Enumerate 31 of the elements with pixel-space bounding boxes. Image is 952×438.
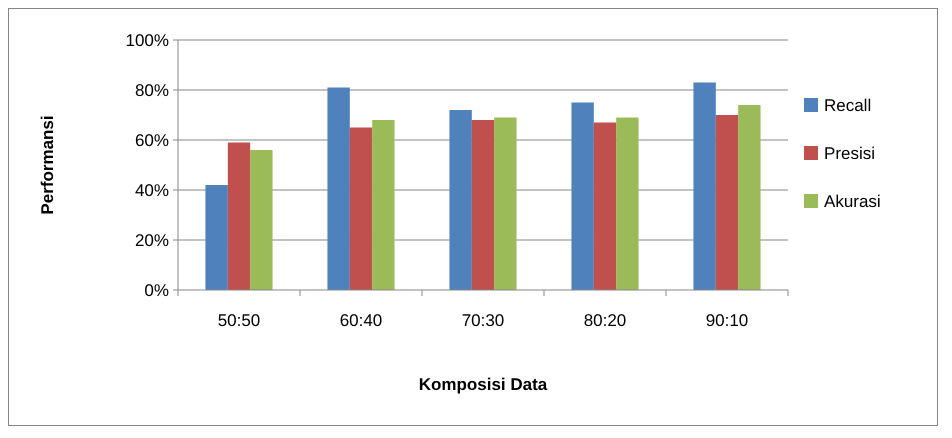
bar bbox=[693, 82, 716, 290]
bar bbox=[350, 128, 372, 290]
x-tick-label: 60:40 bbox=[340, 311, 382, 330]
x-tick-label: 80:20 bbox=[584, 311, 626, 330]
legend-label: Akurasi bbox=[824, 192, 881, 211]
bar bbox=[738, 105, 761, 290]
bar bbox=[494, 118, 517, 290]
x-tick-label: 90:10 bbox=[706, 311, 748, 330]
bar bbox=[250, 150, 273, 290]
y-tick-label: 100% bbox=[126, 30, 169, 50]
x-axis-title: Komposisi Data bbox=[418, 375, 548, 394]
bar bbox=[594, 122, 616, 290]
bar bbox=[571, 102, 594, 290]
y-axis-title: Performansi bbox=[38, 115, 57, 215]
bar bbox=[449, 110, 472, 290]
bar bbox=[716, 115, 738, 290]
bar bbox=[327, 88, 350, 290]
y-tick-label: 40% bbox=[134, 180, 169, 200]
bar bbox=[372, 120, 395, 290]
y-tick-label: 80% bbox=[134, 80, 169, 100]
legend-label: Recall bbox=[824, 96, 872, 115]
x-tick-label: 50:50 bbox=[218, 311, 260, 330]
y-tick-label: 0% bbox=[144, 280, 169, 300]
bar bbox=[616, 118, 639, 290]
bar bbox=[205, 185, 228, 290]
y-tick-label: 20% bbox=[134, 230, 169, 250]
bar bbox=[472, 120, 494, 290]
y-tick-label: 60% bbox=[134, 130, 169, 150]
legend-label: Presisi bbox=[824, 144, 876, 163]
bar bbox=[228, 142, 250, 290]
x-tick-label: 70:30 bbox=[462, 311, 504, 330]
